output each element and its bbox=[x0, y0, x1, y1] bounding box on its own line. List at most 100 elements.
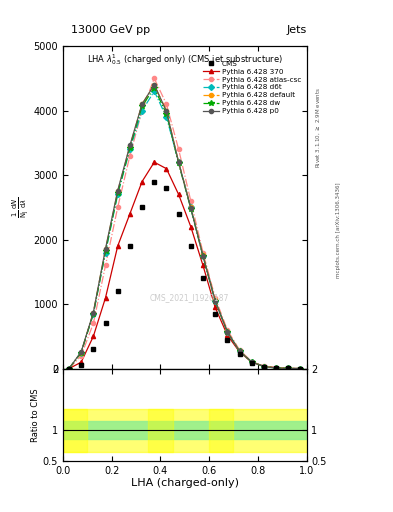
Pythia 6.428 p0 bbox=[152, 82, 156, 88]
Pythia 6.428 dw bbox=[262, 364, 266, 370]
Pythia 6.428 370 bbox=[189, 224, 193, 230]
CMS bbox=[274, 365, 279, 371]
Pythia 6.428 atlas-csc bbox=[128, 153, 132, 159]
Pythia 6.428 dw bbox=[286, 366, 291, 372]
Pythia 6.428 default bbox=[140, 101, 145, 107]
Y-axis label: $\frac{1}{\mathrm{N_J}}\,\frac{\mathrm{d}N}{\mathrm{d}\lambda}$: $\frac{1}{\mathrm{N_J}}\,\frac{\mathrm{d… bbox=[10, 197, 31, 218]
CMS bbox=[262, 364, 266, 370]
CMS bbox=[91, 346, 96, 352]
Pythia 6.428 dw bbox=[213, 298, 218, 304]
Pythia 6.428 370 bbox=[262, 363, 266, 369]
Pythia 6.428 370 bbox=[213, 304, 218, 310]
Pythia 6.428 370 bbox=[91, 333, 96, 339]
Pythia 6.428 370 bbox=[237, 349, 242, 355]
CMS bbox=[152, 179, 156, 185]
Pythia 6.428 370 bbox=[201, 262, 206, 268]
Pythia 6.428 default bbox=[298, 366, 303, 372]
Bar bbox=[148, 409, 173, 452]
Pythia 6.428 default bbox=[286, 366, 291, 372]
Pythia 6.428 p0 bbox=[286, 366, 291, 372]
Pythia 6.428 p0 bbox=[213, 297, 218, 304]
Pythia 6.428 p0 bbox=[201, 253, 206, 259]
Pythia 6.428 370 bbox=[128, 211, 132, 217]
Pythia 6.428 atlas-csc bbox=[262, 364, 266, 370]
Pythia 6.428 p0 bbox=[164, 108, 169, 114]
Pythia 6.428 p0 bbox=[67, 366, 72, 372]
Bar bbox=[63, 409, 307, 452]
Pythia 6.428 atlas-csc bbox=[250, 358, 254, 365]
Pythia 6.428 d6t bbox=[79, 350, 84, 356]
Pythia 6.428 default bbox=[189, 204, 193, 210]
Pythia 6.428 d6t bbox=[116, 191, 120, 198]
CMS bbox=[201, 275, 206, 282]
Pythia 6.428 d6t bbox=[103, 249, 108, 255]
Pythia 6.428 default bbox=[213, 297, 218, 303]
Pythia 6.428 dw bbox=[201, 253, 206, 260]
CMS bbox=[79, 362, 84, 369]
Pythia 6.428 p0 bbox=[140, 101, 145, 107]
Pythia 6.428 default bbox=[152, 82, 156, 88]
Pythia 6.428 dw bbox=[250, 359, 254, 365]
Pythia 6.428 atlas-csc bbox=[164, 101, 169, 107]
Pythia 6.428 default bbox=[225, 329, 230, 335]
Text: 13000 GeV pp: 13000 GeV pp bbox=[71, 25, 150, 35]
Bar bbox=[63, 421, 307, 439]
Pythia 6.428 dw bbox=[128, 145, 132, 151]
Pythia 6.428 dw bbox=[91, 311, 96, 317]
Pythia 6.428 d6t bbox=[201, 253, 206, 259]
CMS bbox=[128, 243, 132, 249]
Pythia 6.428 d6t bbox=[225, 329, 230, 335]
Pythia 6.428 d6t bbox=[237, 348, 242, 354]
CMS bbox=[103, 321, 108, 327]
Pythia 6.428 p0 bbox=[91, 309, 96, 315]
Pythia 6.428 dw bbox=[237, 348, 242, 354]
Pythia 6.428 370 bbox=[116, 243, 120, 249]
Pythia 6.428 dw bbox=[103, 248, 108, 254]
Pythia 6.428 atlas-csc bbox=[79, 353, 84, 359]
CMS bbox=[189, 243, 193, 249]
Pythia 6.428 p0 bbox=[176, 159, 181, 165]
Pythia 6.428 p0 bbox=[128, 142, 132, 148]
Line: Pythia 6.428 atlas-csc: Pythia 6.428 atlas-csc bbox=[67, 76, 303, 371]
Pythia 6.428 d6t bbox=[140, 108, 145, 114]
CMS bbox=[116, 288, 120, 294]
Pythia 6.428 d6t bbox=[286, 366, 291, 372]
Pythia 6.428 370 bbox=[250, 359, 254, 365]
Pythia 6.428 default bbox=[116, 188, 120, 194]
Pythia 6.428 default bbox=[67, 366, 72, 372]
Pythia 6.428 atlas-csc bbox=[274, 365, 279, 371]
Pythia 6.428 370 bbox=[176, 191, 181, 198]
CMS bbox=[67, 366, 72, 372]
Line: Pythia 6.428 370: Pythia 6.428 370 bbox=[67, 160, 303, 371]
Pythia 6.428 d6t bbox=[152, 88, 156, 94]
Pythia 6.428 atlas-csc bbox=[237, 347, 242, 353]
Pythia 6.428 p0 bbox=[103, 246, 108, 252]
Legend: CMS, Pythia 6.428 370, Pythia 6.428 atlas-csc, Pythia 6.428 d6t, Pythia 6.428 de: CMS, Pythia 6.428 370, Pythia 6.428 atla… bbox=[202, 59, 303, 116]
Pythia 6.428 atlas-csc bbox=[286, 366, 291, 372]
Line: Pythia 6.428 dw: Pythia 6.428 dw bbox=[66, 85, 303, 371]
Pythia 6.428 dw bbox=[225, 329, 230, 335]
Pythia 6.428 default bbox=[103, 246, 108, 252]
Y-axis label: Ratio to CMS: Ratio to CMS bbox=[31, 388, 40, 441]
Pythia 6.428 atlas-csc bbox=[152, 75, 156, 81]
Pythia 6.428 d6t bbox=[213, 298, 218, 304]
Pythia 6.428 p0 bbox=[189, 205, 193, 211]
Pythia 6.428 dw bbox=[164, 111, 169, 117]
Pythia 6.428 dw bbox=[298, 366, 303, 372]
Pythia 6.428 370 bbox=[67, 366, 72, 372]
CMS bbox=[286, 366, 291, 372]
Bar bbox=[209, 409, 233, 452]
Pythia 6.428 default bbox=[237, 348, 242, 354]
Pythia 6.428 p0 bbox=[274, 365, 279, 371]
Pythia 6.428 atlas-csc bbox=[201, 249, 206, 255]
CMS bbox=[164, 185, 169, 191]
Pythia 6.428 d6t bbox=[164, 114, 169, 120]
Pythia 6.428 atlas-csc bbox=[91, 321, 96, 327]
Pythia 6.428 dw bbox=[140, 103, 145, 109]
Pythia 6.428 d6t bbox=[262, 364, 266, 370]
CMS bbox=[140, 204, 145, 210]
Pythia 6.428 p0 bbox=[237, 348, 242, 354]
Pythia 6.428 d6t bbox=[128, 146, 132, 153]
Pythia 6.428 atlas-csc bbox=[225, 327, 230, 333]
Pythia 6.428 default bbox=[79, 350, 84, 356]
